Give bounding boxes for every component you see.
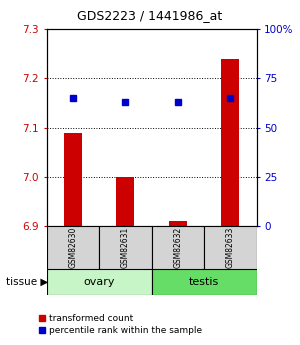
- Legend: transformed count, percentile rank within the sample: transformed count, percentile rank withi…: [34, 311, 206, 339]
- Text: tissue ▶: tissue ▶: [6, 277, 48, 287]
- Bar: [152, 226, 204, 269]
- Text: GDS2223 / 1441986_at: GDS2223 / 1441986_at: [77, 9, 223, 22]
- Bar: [204, 226, 256, 269]
- Bar: [46, 226, 99, 269]
- Bar: [64, 132, 82, 226]
- Text: GSM82633: GSM82633: [226, 227, 235, 268]
- Bar: [46, 269, 152, 295]
- Bar: [116, 177, 134, 226]
- Text: testis: testis: [189, 277, 219, 287]
- Bar: [169, 221, 187, 226]
- Bar: [152, 269, 256, 295]
- Bar: [221, 59, 239, 226]
- Text: ovary: ovary: [83, 277, 115, 287]
- Text: GSM82631: GSM82631: [121, 227, 130, 268]
- Text: GSM82632: GSM82632: [173, 227, 182, 268]
- Bar: [99, 226, 152, 269]
- Text: GSM82630: GSM82630: [68, 227, 77, 268]
